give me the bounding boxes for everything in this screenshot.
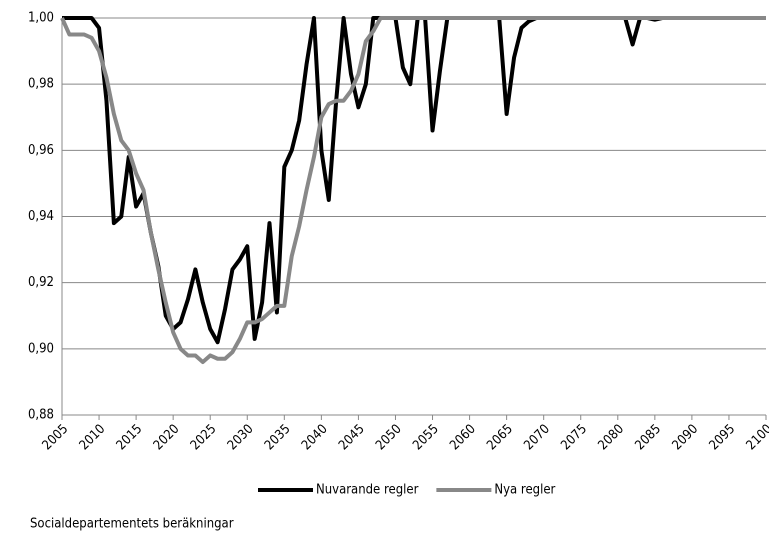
x-tick-label: 2035	[262, 422, 294, 454]
y-tick-label: 0,98	[28, 77, 54, 92]
x-tick-label: 2090	[670, 422, 702, 454]
y-tick-label: 1,00	[28, 11, 54, 26]
x-tick-label: 2095	[707, 422, 739, 454]
x-tick-label: 2045	[336, 422, 368, 454]
series-line	[62, 16, 766, 345]
x-tick-label: 2075	[558, 422, 590, 454]
x-tick-label: 2015	[114, 422, 146, 454]
x-tick-label: 2055	[410, 422, 442, 454]
y-tick-label: 0,90	[28, 341, 54, 356]
y-tick-label: 0,88	[28, 408, 54, 423]
legend-label: Nya regler	[494, 483, 555, 498]
x-tick-label: 2020	[151, 422, 183, 454]
x-tick-label: 2065	[484, 422, 516, 454]
x-tick-label: 2070	[521, 422, 553, 454]
source-note: Socialdepartementets beräkningar	[30, 517, 234, 532]
y-tick-label: 0,96	[28, 143, 54, 158]
legend-label: Nuvarande regler	[316, 483, 419, 498]
x-tick-label: 2005	[40, 422, 72, 454]
x-tick-label: 2085	[632, 422, 664, 454]
x-tick-label: 2050	[373, 422, 405, 454]
x-tick-label: 2025	[188, 422, 220, 454]
y-tick-label: 0,94	[28, 209, 54, 224]
x-tick-label: 2010	[77, 422, 109, 454]
x-tick-label: 2040	[299, 422, 331, 454]
x-tick-label: 2080	[595, 422, 627, 454]
x-tick-label: 2030	[225, 422, 257, 454]
y-tick-label: 0,92	[28, 275, 54, 290]
x-tick-label: 2100	[744, 422, 769, 454]
x-tick-label: 2060	[447, 422, 479, 454]
series-line	[60, 16, 766, 365]
